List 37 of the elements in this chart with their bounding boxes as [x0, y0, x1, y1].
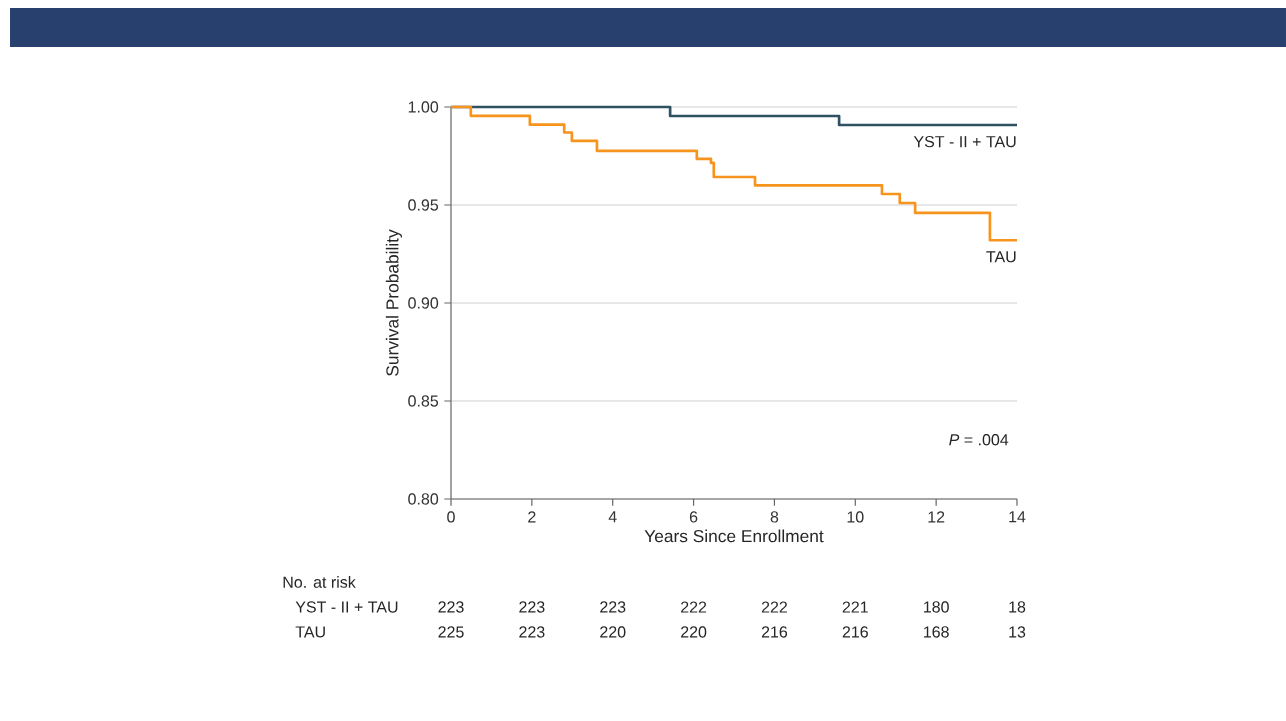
text: 216 [842, 626, 868, 638]
y-tick-label: 0.80 [408, 493, 439, 505]
text: TAU [295, 626, 325, 638]
text: 223 [438, 601, 464, 613]
series-label: YST - II + TAU [913, 135, 1016, 148]
text: YST - II + TAU [295, 601, 398, 613]
text: 225 [438, 626, 464, 638]
y-axis-title: Survival Probability [385, 229, 402, 376]
text: 168 [924, 626, 949, 638]
x-tick-label: 8 [770, 511, 779, 523]
y-tick-label: 0.90 [408, 297, 439, 309]
y-tick-label: 0.85 [408, 395, 439, 407]
text: 222 [761, 601, 787, 613]
text: 223 [519, 626, 545, 638]
text: 180 [924, 601, 949, 613]
x-tick-label: 10 [847, 511, 864, 523]
x-tick-label: 4 [608, 511, 617, 523]
text: 223 [600, 601, 626, 613]
series-label: TAU [986, 251, 1016, 263]
x-tick-label: 2 [528, 511, 536, 523]
x-tick-label: 0 [447, 511, 455, 523]
text: 223 [519, 601, 545, 613]
x-axis-title: Years Since Enrollment [644, 529, 824, 543]
annotation: P = .004 [949, 434, 1009, 446]
text: 13 [1009, 626, 1026, 638]
text: No. at risk [283, 576, 356, 588]
text: 220 [681, 626, 707, 638]
x-tick-label: 6 [689, 511, 698, 523]
x-tick-label: 14 [1009, 511, 1026, 523]
text: 18 [1009, 601, 1026, 613]
text: 216 [761, 626, 788, 638]
x-tick-label: 12 [928, 511, 945, 523]
text: 220 [600, 626, 626, 638]
text: 221 [842, 601, 868, 613]
y-tick-label: 0.95 [408, 199, 439, 211]
y-tick-label: 1.00 [408, 101, 439, 113]
text: 222 [681, 601, 707, 613]
